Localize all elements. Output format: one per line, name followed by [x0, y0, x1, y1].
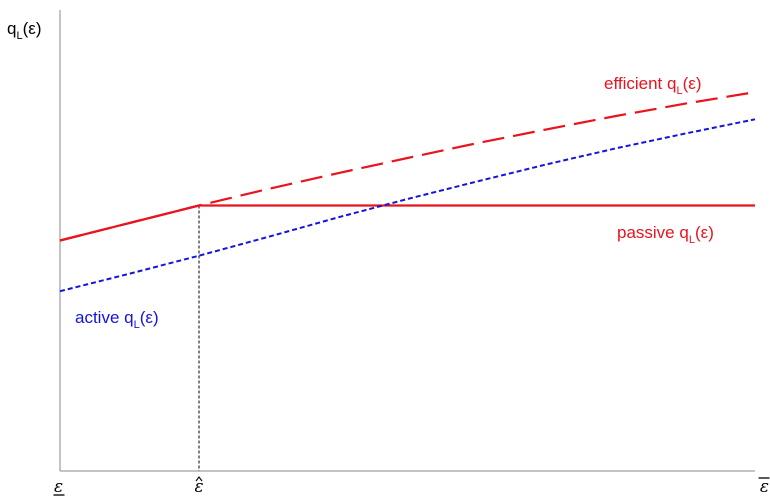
x-tick-label-1: ε [54, 477, 63, 497]
x-tick-label-2: ε [194, 477, 203, 497]
series-label-active: active qL(ε) [75, 308, 159, 331]
y-axis-label-text: qL(ε) [7, 19, 42, 42]
series-label-passive: passive qL(ε) [617, 223, 714, 246]
plot-area: efficient qL(ε) passive qL(ε) active qL(ε)… [53, 10, 770, 497]
y-axis-label: qL(ε) [7, 19, 42, 42]
series-line-passive [59, 204, 755, 242]
series-label-efficient: efficient qL(ε) [604, 74, 702, 97]
x-tick-label-3: ε [760, 477, 769, 497]
x-tick-hat [195, 476, 203, 482]
series-line-efficient [59, 91, 756, 242]
